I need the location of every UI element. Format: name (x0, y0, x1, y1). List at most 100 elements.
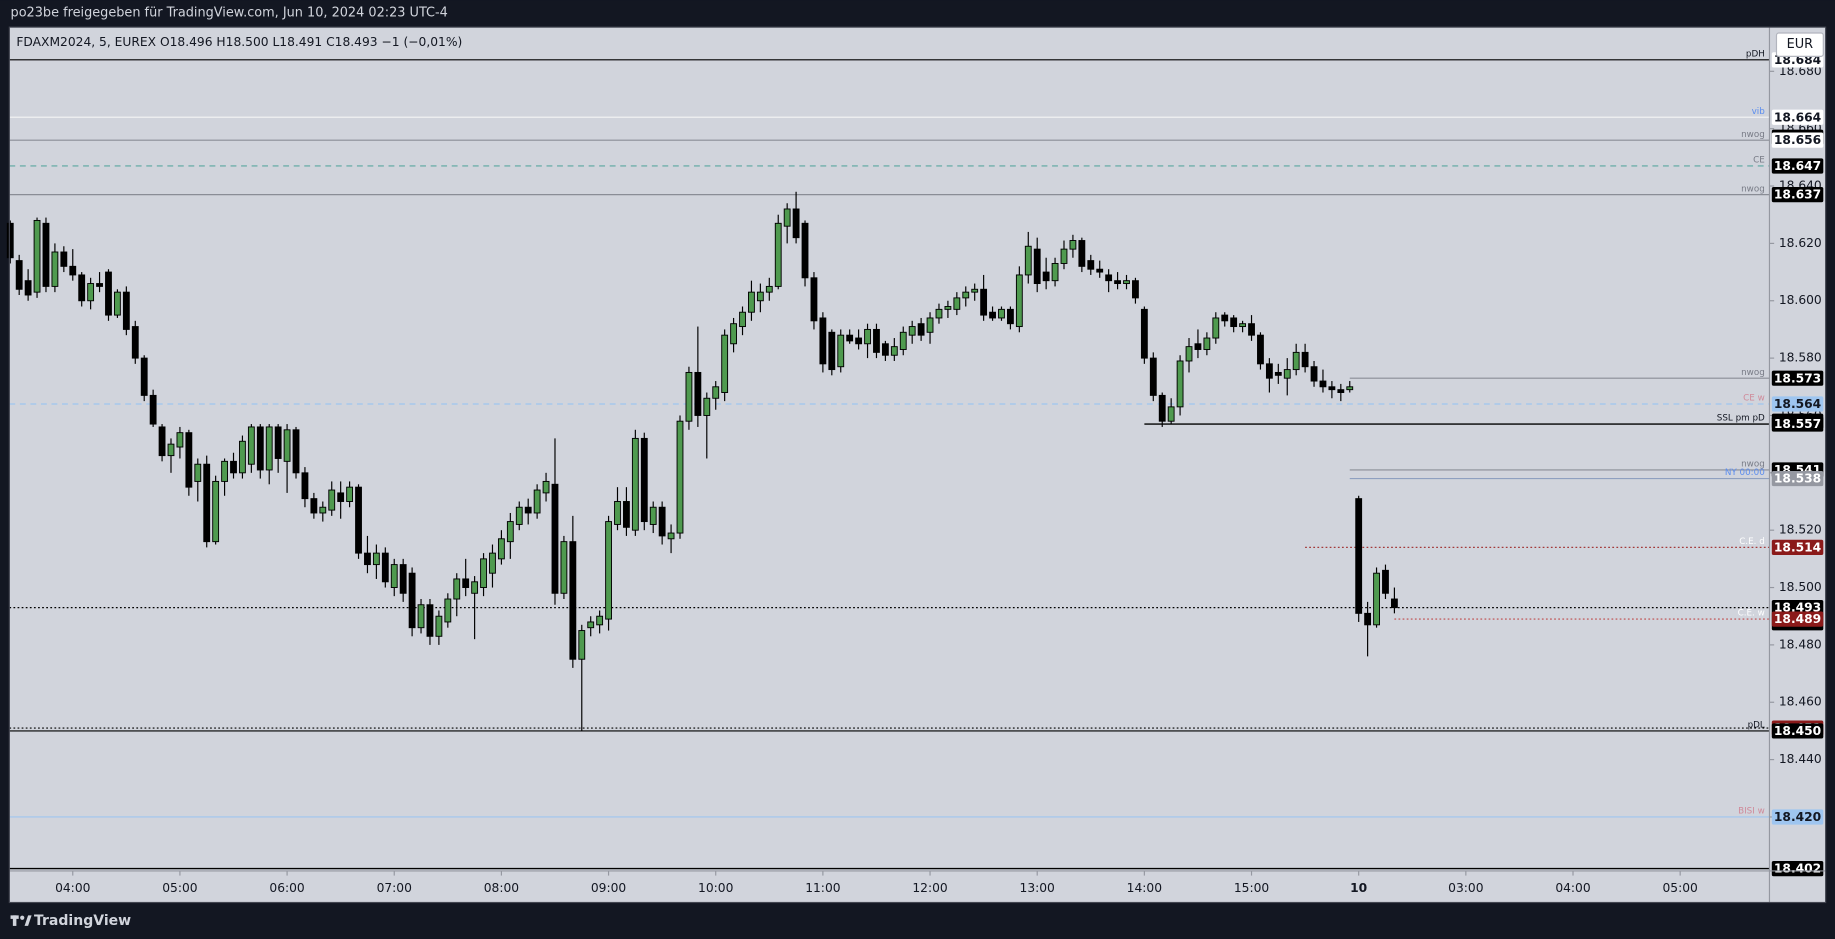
candle-body (846, 334, 854, 342)
candle-body (873, 328, 880, 353)
level-label: C.E. w (1738, 609, 1765, 619)
candle-body (506, 521, 514, 543)
candle-body (1167, 406, 1175, 422)
y-tick-label: 18.620 (1779, 236, 1822, 250)
candle-body (203, 463, 211, 543)
candle-body (1149, 357, 1157, 396)
candle-body (140, 357, 148, 396)
candle-body (96, 283, 103, 287)
candle-body (605, 521, 612, 620)
candle-body (471, 581, 479, 594)
y-tick-label: 18.440 (1779, 752, 1822, 766)
candle-body (694, 371, 702, 416)
candle-body (1328, 386, 1336, 391)
price-tag-label: 18.664 (1774, 110, 1821, 124)
candle-body (176, 432, 184, 448)
candle-body (515, 506, 523, 525)
candle-body (42, 222, 50, 287)
candle-body (1006, 308, 1014, 325)
candle-body (667, 532, 675, 540)
candle-body (301, 472, 309, 500)
candle-body (881, 343, 889, 356)
candle-body (497, 538, 505, 560)
candle-body (1239, 323, 1247, 328)
candle-body (24, 280, 32, 296)
y-tick-label: 18.500 (1779, 580, 1822, 594)
candle-body (131, 326, 139, 359)
candle-body (1024, 245, 1032, 276)
candle-body (212, 480, 220, 543)
candle-body (1230, 317, 1238, 328)
candle-body (337, 492, 345, 502)
x-tick-label: 14:00 (1127, 881, 1162, 895)
level-label: nwog (1741, 460, 1765, 470)
candle-body (730, 323, 737, 345)
price-tag (1771, 860, 1824, 877)
candle-body (614, 501, 621, 525)
candle-body (1158, 394, 1166, 422)
candle-body (51, 251, 59, 287)
candle-body (855, 337, 863, 345)
candle-body (328, 489, 336, 511)
y-tick-label: 18.520 (1779, 523, 1822, 537)
candle-body (149, 394, 157, 425)
candle-body (310, 498, 318, 514)
candle-body (1382, 569, 1389, 594)
candle-body (1060, 248, 1068, 264)
price-tag (1771, 809, 1824, 825)
candle-body (408, 572, 416, 629)
candle-body (158, 426, 166, 457)
price-tag (1771, 723, 1824, 739)
candle-body (1140, 308, 1148, 359)
candle-body (712, 386, 720, 399)
candle-body (1355, 498, 1363, 614)
candle-body (167, 443, 175, 457)
x-tick-label: 09:00 (591, 881, 626, 895)
currency-label[interactable]: EUR (1787, 37, 1814, 52)
candle-body (256, 426, 264, 471)
price-tag-label: 18.420 (1774, 810, 1821, 824)
candle-body (774, 222, 782, 287)
candle-body (569, 541, 577, 660)
x-tick-label: 05:00 (1662, 881, 1697, 895)
price-tag (1771, 370, 1824, 386)
candle-body (676, 420, 684, 534)
brand-name: TradingView (34, 913, 131, 929)
level-label: nwog (1741, 130, 1765, 140)
candle-body (1274, 371, 1282, 376)
candle-body (265, 426, 273, 471)
candle-body (1221, 314, 1229, 322)
price-tag-label: 18.493 (1774, 601, 1821, 615)
candle-body (658, 506, 666, 537)
candle-body (114, 291, 121, 316)
candle-body (372, 552, 380, 566)
candle-body (462, 578, 470, 589)
candle-body (230, 460, 237, 474)
candle-body (480, 558, 487, 589)
currency-button[interactable] (1775, 32, 1824, 57)
candle-body (1051, 263, 1059, 282)
price-tag (1771, 539, 1824, 555)
x-tick-label: 03:00 (1448, 881, 1483, 895)
candle-body (1248, 323, 1255, 336)
price-tag-label: 18.656 (1774, 133, 1821, 147)
price-tag (1771, 611, 1824, 627)
candle-body (1042, 271, 1050, 282)
candle-body (756, 291, 764, 302)
candle-body (15, 260, 23, 290)
pane-border (8, 26, 1827, 904)
candle-body (435, 615, 443, 637)
x-tick-label: 11:00 (805, 881, 840, 895)
price-tag-label: 18.402 (1774, 862, 1821, 876)
candle-body (292, 429, 300, 474)
x-tick-label: 05:00 (162, 881, 197, 895)
candle-body (1257, 334, 1264, 365)
candle-body (69, 265, 77, 276)
x-tick-label: 06:00 (269, 881, 304, 895)
candle-body (399, 564, 407, 594)
candle-body (1015, 274, 1023, 328)
price-tag (1771, 109, 1824, 125)
candle-body (346, 486, 354, 502)
candle-body (926, 317, 934, 333)
